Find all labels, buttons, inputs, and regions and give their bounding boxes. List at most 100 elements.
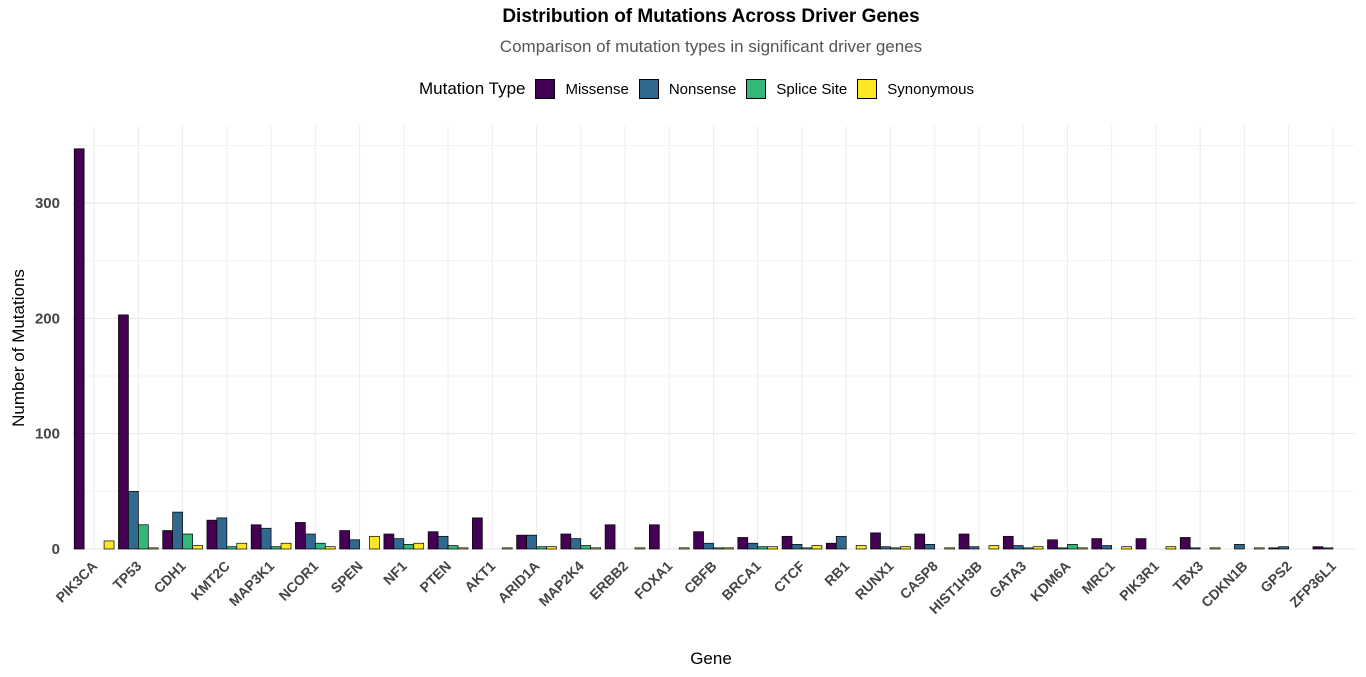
bar-hist1h3b-missense bbox=[958, 533, 970, 550]
bar-ctcf-synonymous bbox=[811, 545, 823, 550]
bar-pik3r1-synonymous bbox=[1165, 546, 1177, 550]
legend-label-missense: Missense bbox=[565, 80, 629, 98]
x-tick-label: GPS2 bbox=[1257, 558, 1295, 596]
bar-nf1-synonymous bbox=[413, 542, 425, 550]
bar-erbb2-synonymous bbox=[634, 547, 646, 550]
bar-arid1a-splice-site bbox=[536, 546, 547, 550]
bar-casp8-synonymous bbox=[944, 547, 955, 550]
legend: Mutation Type Missense Nonsense Splice S… bbox=[419, 77, 984, 101]
bars bbox=[73, 148, 1334, 550]
bar-brca1-nonsense bbox=[747, 542, 759, 550]
bar-tp53-synonymous bbox=[147, 547, 159, 550]
x-axis-label: Gene bbox=[690, 649, 732, 668]
bar-cdkn1b-nonsense bbox=[1234, 544, 1245, 550]
bar-arid1a-nonsense bbox=[526, 534, 537, 550]
x-tick-label: CDH1 bbox=[150, 558, 188, 596]
legend-label-splice-site: Splice Site bbox=[776, 80, 848, 98]
bar-kmt2c-missense bbox=[206, 519, 218, 550]
bar-map2k4-splice-site bbox=[580, 545, 592, 550]
y-axis-ticks: 0 100 200 300 bbox=[35, 195, 60, 558]
bar-cdkn1b-synonymous bbox=[1254, 547, 1265, 550]
bar-foxa1-missense bbox=[648, 524, 660, 550]
bar-erbb2-missense bbox=[604, 524, 616, 550]
x-tick-label: MRC1 bbox=[1078, 558, 1118, 598]
x-tick-label: RB1 bbox=[821, 558, 852, 589]
bar-spen-missense bbox=[339, 530, 350, 550]
legend-swatch-splice-site bbox=[746, 79, 767, 99]
bar-brca1-splice-site bbox=[757, 546, 769, 550]
x-tick-label: PIK3R1 bbox=[1116, 558, 1162, 604]
bar-foxa1-synonymous bbox=[678, 547, 690, 550]
bar-cdh1-synonymous bbox=[192, 545, 203, 550]
bar-ctcf-splice-site bbox=[801, 547, 813, 550]
bar-rb1-synonymous bbox=[855, 545, 867, 550]
bar-nf1-splice-site bbox=[403, 544, 415, 550]
bar-ctcf-nonsense bbox=[791, 544, 803, 550]
bar-kmt2c-splice-site bbox=[226, 546, 238, 550]
y-tick-label: 0 bbox=[52, 541, 60, 558]
x-tick-label: CBFB bbox=[681, 558, 720, 597]
bar-pten-splice-site bbox=[447, 545, 459, 550]
bar-arid1a-missense bbox=[516, 534, 527, 550]
y-tick-label: 300 bbox=[35, 195, 60, 212]
bar-kdm6a-nonsense bbox=[1057, 547, 1068, 550]
y-tick-label: 100 bbox=[35, 426, 60, 443]
bar-tbx3-synonymous bbox=[1209, 547, 1221, 550]
bar-map3k1-synonymous bbox=[280, 542, 292, 550]
bar-pten-nonsense bbox=[437, 535, 449, 550]
x-tick-label: NF1 bbox=[380, 558, 410, 588]
x-tick-label: AKT1 bbox=[461, 558, 498, 595]
bar-hist1h3b-synonymous bbox=[988, 545, 1000, 550]
x-tick-label: TBX3 bbox=[1170, 558, 1207, 595]
bar-kmt2c-nonsense bbox=[216, 517, 228, 550]
bar-zfp36l1-nonsense bbox=[1322, 547, 1334, 550]
x-tick-label: CASP8 bbox=[897, 558, 941, 602]
bar-mrc1-synonymous bbox=[1121, 546, 1132, 550]
bar-ncor1-synonymous bbox=[324, 546, 336, 550]
bar-hist1h3b-nonsense bbox=[968, 546, 980, 550]
bar-gps2-missense bbox=[1268, 547, 1280, 550]
bar-tp53-splice-site bbox=[138, 524, 149, 550]
x-tick-label: CTCF bbox=[770, 557, 808, 595]
legend-label-nonsense: Nonsense bbox=[668, 80, 737, 98]
bar-spen-synonymous bbox=[369, 535, 380, 550]
bar-zfp36l1-missense bbox=[1312, 546, 1324, 550]
x-tick-label: KDM6A bbox=[1027, 558, 1074, 605]
bar-kdm6a-missense bbox=[1047, 539, 1058, 550]
bar-map3k1-splice-site bbox=[270, 546, 282, 550]
bar-gps2-nonsense bbox=[1278, 546, 1289, 550]
chart-title: Distribution of Mutations Across Driver … bbox=[502, 6, 920, 27]
x-tick-label: SPEN bbox=[327, 558, 365, 596]
legend-item-missense: Missense bbox=[535, 79, 629, 99]
bar-gata3-missense bbox=[1002, 535, 1014, 550]
bar-gata3-synonymous bbox=[1032, 546, 1044, 550]
bar-brca1-synonymous bbox=[767, 546, 778, 550]
x-tick-label: MAP3K1 bbox=[226, 558, 278, 610]
bar-tbx3-nonsense bbox=[1189, 547, 1201, 550]
legend-swatch-synonymous bbox=[857, 79, 878, 99]
bar-tbx3-missense bbox=[1179, 537, 1191, 550]
legend-item-synonymous: Synonymous bbox=[857, 79, 974, 99]
bar-ncor1-splice-site bbox=[314, 542, 326, 550]
bar-kdm6a-synonymous bbox=[1077, 547, 1088, 550]
x-tick-label: GATA3 bbox=[986, 558, 1030, 602]
bar-map3k1-nonsense bbox=[260, 527, 272, 550]
bar-gata3-splice-site bbox=[1022, 547, 1034, 550]
x-tick-label: PIK3CA bbox=[53, 558, 101, 606]
x-tick-label: TP53 bbox=[110, 558, 145, 593]
legend-title: Mutation Type bbox=[419, 79, 526, 98]
bar-ncor1-nonsense bbox=[305, 533, 316, 550]
bar-cbfb-synonymous bbox=[723, 547, 734, 550]
bar-nf1-missense bbox=[383, 533, 395, 550]
bar-cdh1-nonsense bbox=[172, 511, 183, 550]
bar-spen-nonsense bbox=[349, 539, 360, 550]
bar-mrc1-nonsense bbox=[1101, 545, 1113, 550]
bar-cdh1-splice-site bbox=[182, 533, 193, 550]
legend-label-synonymous: Synonymous bbox=[887, 80, 974, 98]
bar-cdh1-missense bbox=[162, 530, 173, 550]
bar-pten-missense bbox=[427, 531, 439, 550]
legend-item-splice-site: Splice Site bbox=[746, 79, 847, 99]
bar-rb1-nonsense bbox=[835, 535, 847, 550]
